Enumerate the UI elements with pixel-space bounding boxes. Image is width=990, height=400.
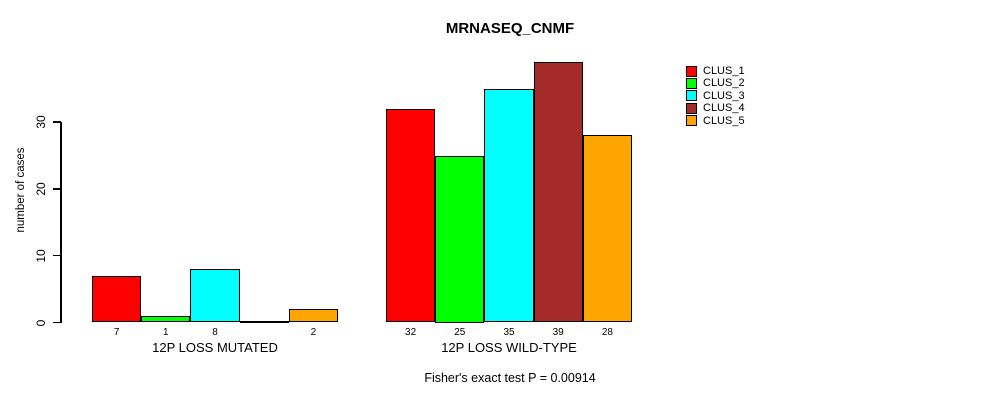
y-tick-label: 20 <box>34 182 48 196</box>
bar-clus_5-group1 <box>582 135 632 323</box>
legend-item-clus_1: CLUS_1 <box>686 65 745 77</box>
y-tick-mark <box>53 254 61 257</box>
bar-value-label: 1 <box>163 326 169 338</box>
legend-item-clus_3: CLUS_3 <box>686 90 745 102</box>
bar-value-label: 8 <box>212 326 218 338</box>
y-axis-line <box>60 122 62 323</box>
fisher-test-annotation: Fisher's exact test P = 0.00914 <box>424 371 596 385</box>
y-tick-mark <box>53 121 61 123</box>
bar-clus_3-group1 <box>484 88 534 323</box>
bar-value-label: 2 <box>310 326 317 338</box>
bar-clus_3-group0 <box>190 269 240 323</box>
group-label-wildtype: 12P LOSS WILD-TYPE <box>441 340 577 355</box>
bar-clus_4-group0-zero <box>239 320 289 323</box>
y-tick-label: 30 <box>34 115 48 129</box>
y-tick-mark <box>53 188 61 190</box>
group-label-mutated: 12P LOSS MUTATED <box>152 340 278 355</box>
bar-clus_1-group1 <box>386 108 436 323</box>
bar-value-label: 32 <box>405 326 417 338</box>
y-tick-label: 0 <box>34 319 48 326</box>
legend-label: CLUS_2 <box>703 77 745 90</box>
bar-value-label: 25 <box>454 326 466 338</box>
bar-value-label: 28 <box>601 326 613 338</box>
bar-value-label: 39 <box>552 326 564 338</box>
legend-swatch-icon <box>686 65 697 77</box>
legend-label: CLUS_4 <box>703 102 745 115</box>
legend: CLUS_1 CLUS_2 CLUS_3 CLUS_4 CLUS_5 <box>686 65 745 127</box>
legend-swatch-icon <box>686 78 697 90</box>
legend-item-clus_5: CLUS_5 <box>686 115 745 127</box>
legend-item-clus_2: CLUS_2 <box>686 77 745 89</box>
bar-value-label: 35 <box>503 326 515 338</box>
legend-item-clus_4: CLUS_4 <box>686 102 745 114</box>
legend-label: CLUS_1 <box>703 65 745 77</box>
bar-clus_4-group1 <box>533 61 583 323</box>
legend-swatch-icon <box>686 115 697 127</box>
chart-title: MRNASEQ_CNMF <box>445 20 575 37</box>
legend-label: CLUS_5 <box>703 114 745 127</box>
legend-swatch-icon <box>686 102 697 114</box>
bar-value-label: 7 <box>113 326 120 338</box>
y-tick-label: 10 <box>34 249 48 263</box>
y-tick-mark <box>53 321 61 324</box>
bar-clus_5-group0 <box>288 309 338 323</box>
bar-clus_2-group1 <box>435 155 485 323</box>
y-axis-label: number of cases <box>15 147 27 233</box>
bar-clus_1-group0 <box>92 275 142 323</box>
legend-label: CLUS_3 <box>703 89 745 102</box>
legend-swatch-icon <box>686 90 697 102</box>
bar-clus_2-group0 <box>141 315 191 323</box>
